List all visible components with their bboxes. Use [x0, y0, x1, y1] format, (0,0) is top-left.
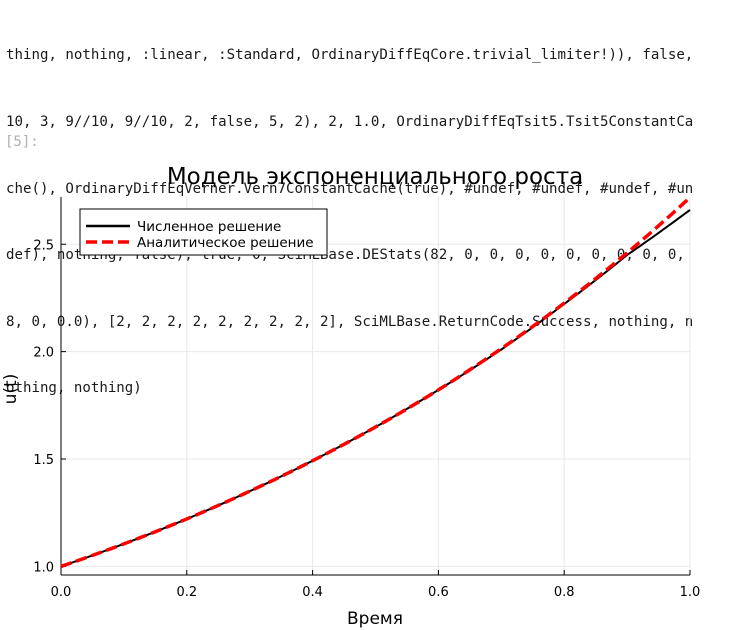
- x-ticks: 0.0 0.2 0.4 0.6 0.8 1.0: [51, 570, 701, 600]
- legend-label-numeric: Численное решение: [137, 219, 281, 235]
- x-tick-label: 0.4: [302, 585, 323, 600]
- x-tick-label: 0.6: [428, 585, 449, 600]
- cell-output-text: thing, nothing, :linear, :Standard, Ordi…: [6, 0, 749, 422]
- output-line: che(), OrdinaryDiffEqVerner.Vern7Constan…: [6, 180, 694, 197]
- grid-lines: [60, 197, 691, 575]
- x-tick-label: 0.0: [51, 585, 72, 600]
- legend: Численное решение Аналитическое решение: [79, 208, 328, 256]
- chart-title: Модель экспоненциального роста: [167, 164, 583, 190]
- output-line: othing, nothing): [6, 380, 142, 397]
- series-line-analytic: [60, 196, 692, 569]
- series-line-numeric: [60, 209, 691, 568]
- y-tick-label: 2.0: [33, 346, 54, 361]
- series-group: [60, 196, 692, 569]
- y-tick-label: 1.0: [33, 560, 54, 575]
- x-tick-label: 0.2: [176, 585, 197, 600]
- y-axis-label: u(t): [1, 374, 21, 405]
- exponential-growth-plot: Модель экспоненциального роста 0.0 0.2 0.4…: [1, 164, 701, 629]
- legend-label-analytic: Аналитическое решение: [137, 235, 314, 251]
- output-line: 8, 0, 0.0), [2, 2, 2, 2, 2, 2, 2, 2, 2],…: [6, 313, 694, 330]
- output-line: thing, nothing, :linear, :Standard, Ordi…: [6, 47, 694, 64]
- output-line: 10, 3, 9//10, 9//10, 2, false, 5, 2), 2,…: [6, 114, 694, 131]
- cell-prompt: [5]:: [5, 134, 39, 150]
- x-tick-label: 0.8: [554, 585, 575, 600]
- y-tick-label: 1.5: [33, 453, 54, 468]
- y-tick-label: 2.5: [33, 238, 54, 253]
- x-axis-label: Время: [347, 609, 403, 629]
- legend-box: [79, 208, 328, 256]
- x-tick-label: 1.0: [680, 585, 701, 600]
